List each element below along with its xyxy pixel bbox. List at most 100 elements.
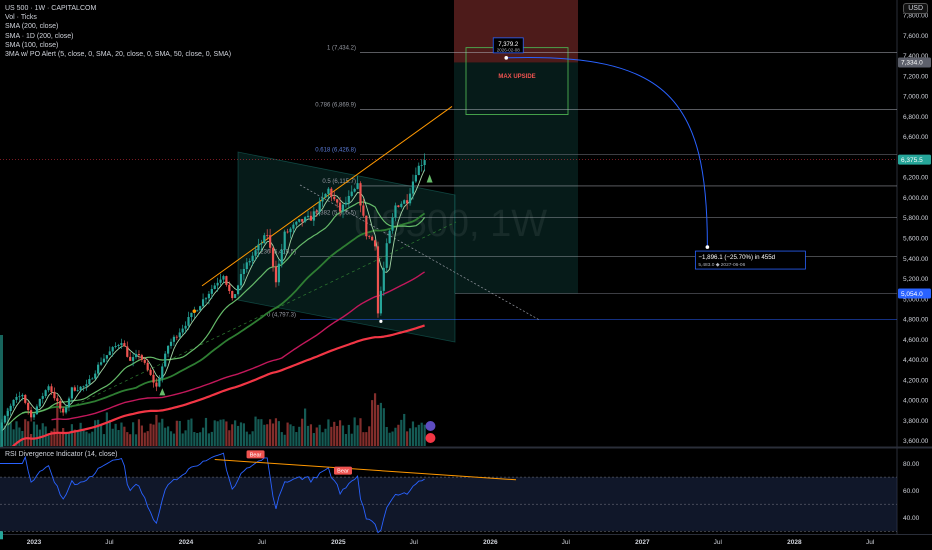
volume-bar: [330, 426, 333, 446]
candle-body: [114, 346, 117, 348]
signal-dot: [192, 309, 197, 313]
volume-bar: [362, 432, 365, 446]
candle-body: [207, 293, 211, 299]
price-axis-panel: [897, 0, 932, 550]
candle-body: [15, 396, 18, 400]
candle-body: [18, 396, 21, 398]
volume-bar: [414, 427, 417, 446]
candle-body: [3, 415, 6, 423]
candle-body: [266, 235, 269, 237]
target-date-label: 2026-02-08: [497, 47, 521, 52]
candle-body: [280, 249, 283, 264]
candle-body: [362, 205, 365, 216]
candle-body: [312, 211, 315, 221]
volume-bar: [408, 428, 412, 446]
candle-body: [411, 181, 415, 194]
currency-button[interactable]: USD: [903, 3, 928, 14]
legend-volume[interactable]: Vol · Ticks: [5, 14, 37, 22]
time-axis-label: Jul: [562, 539, 571, 546]
volume-bar: [114, 423, 117, 446]
legend-3ma-alert[interactable]: 3MA w/ PO Alert (5, close, 0, SMA, 20, c…: [5, 51, 232, 59]
bear-divergence-label: Bear: [337, 469, 349, 475]
volume-bar: [318, 424, 321, 446]
volume-bar: [388, 432, 391, 446]
candle-body: [99, 362, 103, 365]
projection-label-box: [694, 250, 806, 270]
volume-bar: [371, 400, 374, 446]
candle-body: [94, 373, 97, 379]
target-price-tag: 7,334.0: [901, 60, 923, 67]
price-axis-tick: 3,600.00: [903, 438, 929, 445]
volume-bar: [120, 422, 123, 446]
candle-body: [32, 414, 36, 418]
candle-body: [254, 250, 257, 256]
volume-bar: [406, 431, 409, 446]
volume-bar: [263, 424, 266, 446]
projection-arc: [506, 56, 708, 247]
legend-sma200[interactable]: SMA (200, close): [5, 23, 59, 31]
candle-body: [196, 310, 199, 312]
candle-body: [27, 402, 30, 411]
candle-body: [73, 387, 76, 391]
volume-bar: [181, 433, 184, 446]
volume-bar: [97, 419, 100, 446]
candle-body: [137, 354, 141, 356]
volume-bar: [338, 420, 342, 446]
volume-bar: [27, 421, 30, 446]
legend-title[interactable]: US 500 · 1W · CAPITALCOM: [5, 5, 97, 12]
candle-body: [21, 394, 24, 397]
volume-bar: [359, 418, 362, 446]
candle-body: [44, 390, 47, 397]
volume-bar: [382, 408, 385, 446]
rsi-left-marker: [0, 531, 3, 540]
volume-bar: [178, 420, 181, 446]
volume-bar: [50, 430, 53, 446]
price-axis-tick: 4,400.00: [903, 357, 929, 364]
legend-sma100[interactable]: SMA (100, close): [5, 41, 59, 49]
candle-body: [406, 200, 409, 204]
volume-bar: [102, 434, 106, 446]
fib-anchor-point: [379, 319, 383, 323]
volume-bar: [70, 424, 73, 446]
candle-body: [408, 193, 412, 204]
volume-bar: [403, 413, 406, 446]
time-axis-label: Jul: [105, 539, 114, 546]
candle-body: [417, 165, 420, 176]
candle-body: [59, 401, 62, 409]
volume-bar: [356, 425, 359, 446]
volume-bar: [289, 424, 292, 446]
volume-bar: [315, 427, 318, 446]
volume-bar: [152, 424, 155, 446]
current-price-tag: 6,375.5: [901, 157, 923, 164]
volume-bar: [175, 420, 178, 446]
volume-bar: [312, 433, 315, 446]
volume-bar: [117, 430, 120, 446]
candle-body: [117, 345, 120, 347]
rsi-legend-title[interactable]: RSI Divergence Indicator (14, close): [5, 451, 118, 458]
candle-body: [306, 215, 310, 218]
rsi-axis-tick: 40.00: [903, 515, 920, 522]
volume-bar: [172, 433, 176, 446]
volume-bar: [207, 433, 211, 446]
candle-body: [6, 411, 9, 416]
volume-bar: [94, 420, 97, 446]
volume-bar: [158, 422, 161, 446]
volume-bar: [9, 422, 12, 446]
legend-sma200-daily[interactable]: SMA · 1D (200, close): [5, 32, 74, 40]
candle-body: [126, 346, 129, 357]
current-price-tag-bg: [898, 154, 931, 165]
volume-bar: [283, 434, 286, 446]
target-price-tag-bg: [898, 57, 931, 68]
volume-bar: [254, 416, 257, 446]
time-axis-label: 2028: [787, 539, 802, 546]
candle-body: [164, 353, 167, 367]
candle-body: [333, 196, 336, 200]
price-axis-tick: 5,200.00: [903, 276, 929, 283]
volume-bar: [59, 432, 62, 446]
price-axis-tick: 4,000.00: [903, 398, 929, 405]
candle-body: [365, 215, 368, 237]
target-label-box: [492, 37, 524, 54]
candle-body: [344, 202, 348, 205]
volume-bar: [271, 423, 275, 446]
